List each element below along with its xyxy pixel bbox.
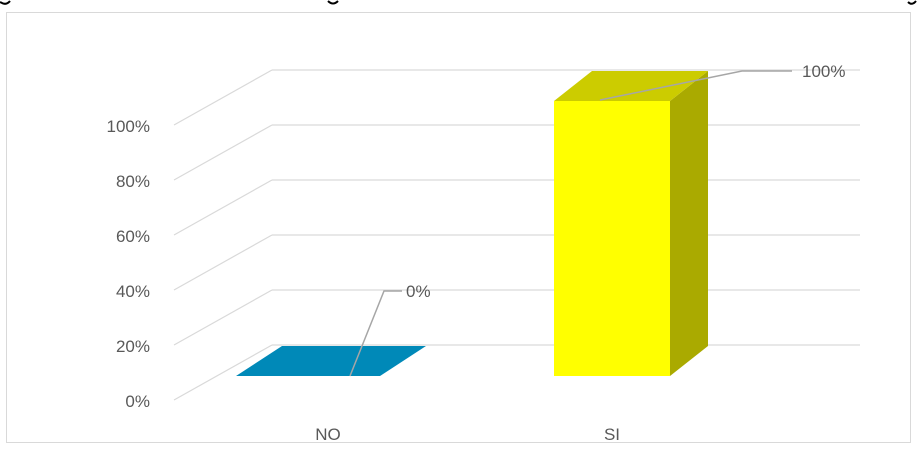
category-label: NO	[315, 425, 341, 444]
y-tick-label: 100%	[107, 117, 150, 136]
y-tick-label: 40%	[116, 282, 150, 301]
y-tick-label: 20%	[116, 337, 150, 356]
data-label-text: 0%	[406, 282, 431, 301]
y-tick-label: 60%	[116, 227, 150, 246]
data-label-text: 100%	[802, 62, 845, 81]
gridline	[173, 69, 860, 126]
chart-frame-border	[6, 12, 911, 443]
y-axis-ticks: 0% 20% 40% 60% 80% 100%	[107, 117, 150, 411]
bars	[236, 71, 708, 376]
gridline	[173, 289, 860, 346]
bar-no	[236, 346, 426, 376]
y-tick-label: 0%	[125, 392, 150, 411]
bar-si	[554, 71, 708, 376]
clipped-title-fragment	[0, 0, 917, 5]
gridline	[173, 179, 860, 236]
data-labels: 0% 100%	[349, 62, 845, 377]
y-tick-label: 80%	[116, 172, 150, 191]
category-label: SI	[604, 425, 620, 444]
gridline	[173, 234, 860, 291]
x-axis-categories: NO SI	[315, 425, 620, 444]
gridlines	[173, 69, 860, 401]
data-label: 100%	[599, 62, 845, 101]
data-label: 0%	[349, 282, 431, 377]
gridline	[173, 124, 860, 181]
